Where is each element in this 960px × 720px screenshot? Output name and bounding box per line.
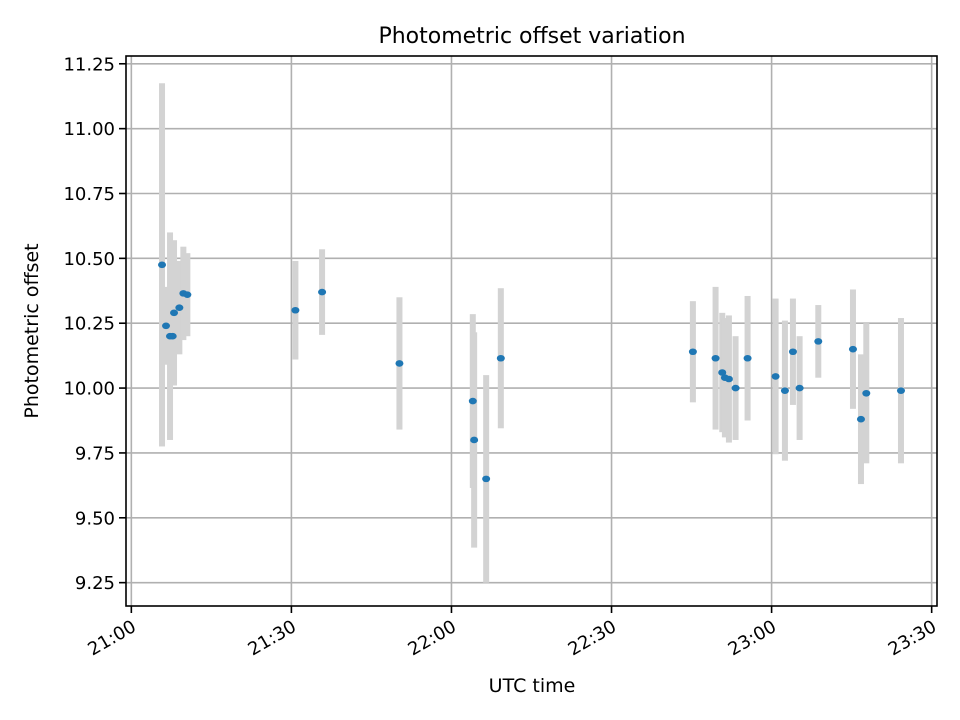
x-tick-label: 21:00 bbox=[84, 616, 139, 660]
y-tick-label: 10.00 bbox=[63, 379, 115, 400]
data-point bbox=[170, 309, 179, 317]
data-point bbox=[168, 332, 177, 340]
x-tick-label: 23:00 bbox=[725, 616, 780, 660]
data-point bbox=[468, 397, 477, 405]
y-tick-label: 10.75 bbox=[63, 184, 115, 205]
y-tick-label: 10.25 bbox=[63, 314, 115, 335]
data-point bbox=[162, 322, 171, 330]
data-point bbox=[718, 369, 727, 376]
data-point bbox=[795, 384, 804, 392]
y-tick-label: 11.25 bbox=[63, 54, 115, 75]
data-point bbox=[470, 436, 479, 444]
data-points bbox=[158, 261, 905, 483]
data-point bbox=[482, 475, 491, 483]
data-point bbox=[175, 304, 184, 311]
data-point bbox=[724, 375, 733, 383]
data-point bbox=[158, 261, 167, 269]
data-point bbox=[318, 288, 327, 296]
data-point bbox=[183, 291, 192, 298]
data-point bbox=[711, 354, 720, 362]
data-point bbox=[291, 306, 300, 314]
chart-title: Photometric offset variation bbox=[378, 24, 685, 49]
data-point bbox=[395, 360, 404, 367]
data-point bbox=[743, 354, 752, 362]
data-point bbox=[788, 348, 797, 356]
data-point bbox=[862, 389, 871, 397]
data-point bbox=[688, 348, 697, 356]
data-point bbox=[856, 415, 865, 423]
grid bbox=[126, 56, 937, 606]
data-point bbox=[814, 338, 823, 345]
plot-frame bbox=[125, 55, 938, 607]
data-point bbox=[848, 345, 857, 353]
x-tick-label: 21:30 bbox=[244, 616, 299, 660]
y-tick-label: 9.25 bbox=[75, 573, 115, 594]
y-tick-label: 10.50 bbox=[63, 249, 115, 270]
y-tick-label: 9.75 bbox=[75, 443, 115, 464]
data-point bbox=[780, 387, 789, 394]
x-tick-label: 22:30 bbox=[565, 616, 620, 660]
data-point bbox=[896, 387, 905, 394]
x-tick-label: 22:00 bbox=[405, 616, 460, 660]
data-point bbox=[496, 354, 505, 362]
data-point bbox=[731, 384, 740, 392]
x-axis-label: UTC time bbox=[489, 675, 576, 697]
error-bars bbox=[159, 83, 904, 583]
y-axis-label: Photometric offset bbox=[21, 243, 43, 418]
x-tick-label: 23:30 bbox=[885, 616, 940, 660]
y-tick-label: 11.00 bbox=[63, 119, 115, 140]
data-point bbox=[771, 373, 780, 380]
y-tick-label: 9.50 bbox=[75, 508, 115, 529]
